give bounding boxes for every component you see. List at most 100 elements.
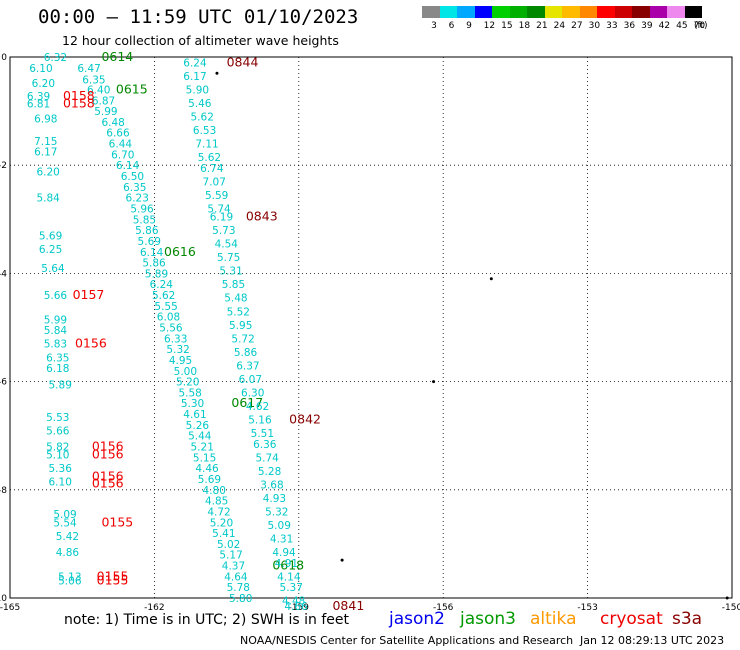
wave-height-value: 5.00: [174, 366, 197, 378]
legend-value: 36: [623, 21, 636, 31]
wave-height-value: 5.58: [178, 387, 201, 399]
pass-time-label: 0843: [246, 209, 278, 224]
wave-height-value: 6.32: [44, 52, 67, 64]
wave-height-value: 5.30: [181, 398, 204, 410]
wave-height-value: 7.11: [195, 139, 218, 151]
legend-swatch: [597, 6, 615, 18]
wave-height-value: 5.15: [193, 452, 216, 464]
wave-height-value: 5.84: [44, 325, 68, 337]
island-marker: [725, 596, 729, 600]
wave-height-value: 5.95: [229, 320, 252, 332]
wave-height-value: 5.86: [234, 347, 258, 359]
wave-height-value: 5.86: [135, 225, 159, 237]
x-tick-label: -150: [722, 603, 740, 613]
pass-time-label: 0156: [92, 439, 124, 454]
wave-height-value: 5.02: [217, 539, 240, 551]
legend-unit: (ft): [694, 21, 708, 31]
wave-height-value: 4.37: [222, 561, 245, 573]
wave-height-value: 5.66: [44, 290, 68, 302]
wave-height-value: 5.36: [49, 463, 73, 475]
satellite-cryosat: cryosat: [600, 609, 663, 629]
wave-height-value: 5.69: [198, 474, 221, 486]
wave-height-value: 6.87: [92, 95, 115, 107]
wave-height-value: 6.18: [46, 363, 69, 375]
wave-height-value: 5.55: [154, 301, 177, 313]
pass-time-label: 0158: [63, 96, 95, 111]
legend-swatch: [544, 6, 562, 18]
legend-value: 70: [693, 21, 706, 31]
wave-height-value: 4.31: [270, 533, 293, 545]
legend-swatch: [492, 6, 510, 18]
wave-height-value: 6.19: [210, 212, 233, 224]
legend-value: 3: [431, 21, 437, 31]
wave-height-value: 6.24: [150, 279, 174, 291]
wave-height-value: 5.09: [268, 520, 291, 532]
wave-height-value: 5.74: [255, 452, 279, 464]
pass-time-label: 0155: [97, 573, 129, 588]
wave-height-value: 6.35: [123, 182, 146, 194]
legend-value: 24: [553, 21, 566, 31]
wave-height-value: 5.16: [248, 414, 272, 426]
wave-height-value: 4.46: [195, 463, 219, 475]
wave-height-value: 5.99: [44, 314, 67, 326]
wave-height-value: 5.21: [191, 442, 214, 454]
pass-time-label: 0156: [75, 336, 107, 351]
wave-height-value: 5.69: [138, 236, 161, 248]
wave-height-value: 5.64: [41, 263, 65, 275]
island-marker: [432, 380, 436, 384]
wave-height-value: 6.33: [164, 333, 187, 345]
page-title: 00:00 – 11:59 UTC 01/10/2023: [38, 6, 359, 28]
wave-height-value: 5.28: [258, 466, 281, 478]
wave-height-value: 6.14: [116, 160, 140, 172]
wave-height-value: 6.35: [46, 352, 69, 364]
wave-height-value: 5.13: [58, 571, 81, 583]
wave-height-value: 4.54: [215, 239, 239, 251]
pass-time-label: 0155: [97, 568, 129, 583]
wave-height-value: 5.20: [210, 517, 233, 529]
wave-height-value: 4.61: [183, 409, 206, 421]
legend-swatch: [579, 6, 597, 18]
wave-height-value: 5.17: [219, 550, 242, 562]
wave-height-value: 4.95: [169, 355, 192, 367]
legend-value: 30: [588, 21, 601, 31]
wave-height-value: 4.86: [56, 547, 80, 559]
legend-swatch: [632, 6, 650, 18]
wave-height-value: 5.06: [58, 576, 82, 588]
pass-time-label: 0616: [164, 244, 196, 259]
wave-height-value: 6.07: [239, 374, 262, 386]
pass-time-label: 0841: [332, 598, 364, 613]
x-tick-label: -159: [289, 603, 310, 613]
wave-height-value: 5.32: [166, 344, 189, 356]
wave-height-value: 4.93: [263, 493, 286, 505]
wave-height-value: 6.10: [49, 477, 72, 489]
wave-height-value: 5.62: [152, 290, 175, 302]
legend-swatch: [457, 6, 475, 18]
wave-height-value: 4.85: [205, 496, 228, 508]
wave-height-value: 6.36: [253, 439, 277, 451]
legend-value: 27: [571, 21, 583, 31]
wave-height-value: 6.35: [82, 75, 105, 87]
wave-height-value: 4.94: [272, 547, 296, 559]
wave-height-value: 5.41: [212, 528, 235, 540]
wave-height-value: 6.44: [109, 139, 133, 151]
legend-value: 45: [676, 21, 688, 31]
pass-time-label: 0157: [73, 287, 105, 302]
wave-height-value: 5.42: [56, 531, 79, 543]
wave-height-value: 6.30: [241, 387, 264, 399]
wave-height-value: 5.73: [212, 225, 235, 237]
wave-height-value: 6.70: [111, 149, 134, 161]
satellite-jason2: jason2: [389, 609, 445, 629]
wave-height-value: 4.91: [275, 558, 298, 570]
wave-height-value: 6.50: [121, 171, 144, 183]
legend-value: 33: [606, 21, 618, 31]
pass-time-label: 0842: [289, 411, 321, 426]
island-marker: [340, 558, 344, 562]
wave-height-value: 4.64: [224, 571, 248, 583]
wave-height-value: 5.44: [188, 431, 212, 443]
wave-height-value: 6.08: [157, 312, 180, 324]
wave-height-value: 6.17: [183, 71, 206, 83]
wave-height-value: 6.24: [183, 57, 207, 69]
legend-swatch: [422, 6, 440, 18]
legend-value: 18: [518, 21, 531, 31]
